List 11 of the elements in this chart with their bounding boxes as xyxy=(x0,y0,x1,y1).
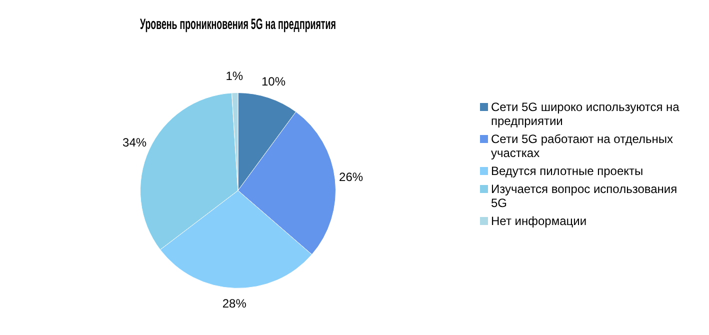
data-label: 1% xyxy=(226,69,244,84)
data-label: 28% xyxy=(222,296,247,311)
data-label: 34% xyxy=(122,136,147,150)
legend-label: Нет информации xyxy=(491,214,587,228)
legend-label: Ведутся пилотные проекты xyxy=(491,164,644,178)
legend-label: Изучается вопрос использования 5G xyxy=(491,182,678,210)
legend-label: Сети 5G широко используются на предприятии xyxy=(491,100,680,128)
chart-title: Уровень проникновения 5G на предприятия xyxy=(140,16,336,33)
data-label: 26% xyxy=(339,170,364,184)
legend-label: Сети 5G работают на отдельных участках xyxy=(491,132,674,160)
data-label: 10% xyxy=(261,74,286,89)
